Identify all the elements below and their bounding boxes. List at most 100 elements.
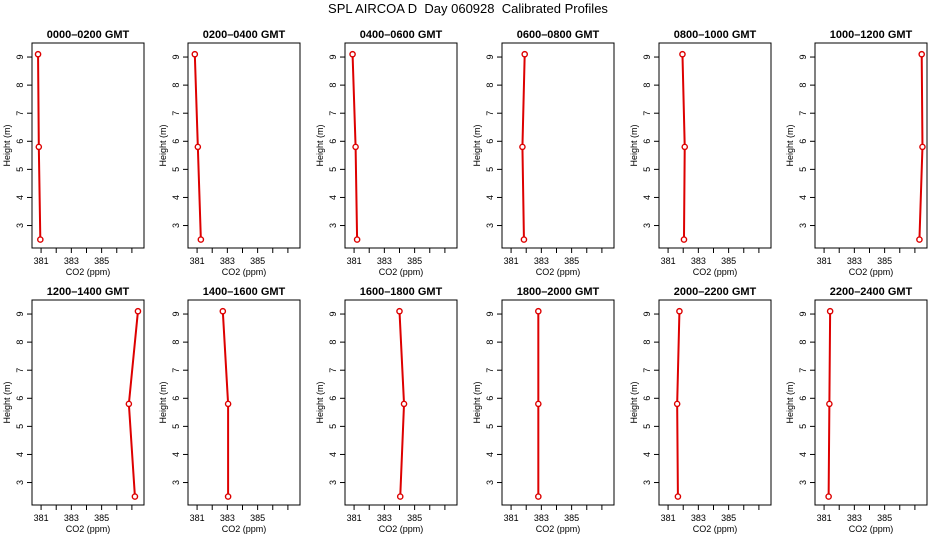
profile-panel-10: 1800–2000 GMT 381 383 385 3 4 5 6 7 8 9 CO2 (ppm) He… — [472, 286, 615, 534]
profile-panel-4: 0600–0800 GMT 381 383 385 3 4 5 6 7 8 9 CO2 (ppm) He… — [472, 29, 615, 277]
y-tick-label: 4 — [642, 452, 652, 457]
y-tick-label: 9 — [171, 312, 181, 317]
profile-panel-8: 1400–1600 GMT 381 383 385 3 4 5 6 7 8 9 CO2 (ppm) He… — [158, 286, 301, 534]
y-tick-label: 9 — [798, 55, 808, 60]
x-axis-label: CO2 (ppm) — [693, 267, 738, 277]
y-tick-label: 6 — [15, 139, 25, 144]
x-tick-label: 383 — [691, 513, 706, 523]
data-point — [519, 143, 526, 151]
profile-panel-11: 2000–2200 GMT 381 383 385 3 4 5 6 7 8 9 CO2 (ppm) He… — [629, 286, 772, 534]
y-tick-label: 8 — [485, 83, 495, 88]
y-tick-label: 3 — [15, 223, 25, 228]
profile-panel-6: 1000–1200 GMT 381 383 385 3 4 5 6 7 8 9 CO2 (ppm) He… — [785, 29, 928, 277]
x-tick-label: 385 — [250, 513, 265, 523]
y-tick-label: 7 — [328, 111, 338, 116]
y-tick-label: 3 — [642, 480, 652, 485]
y-axis-label: Height (m) — [315, 381, 325, 423]
y-tick-label: 9 — [485, 55, 495, 60]
y-tick-label: 9 — [485, 312, 495, 317]
x-tick-label: 381 — [347, 256, 362, 266]
plot-frame — [658, 42, 772, 249]
y-tick-label: 8 — [328, 340, 338, 345]
y-tick-label: 8 — [15, 340, 25, 345]
y-tick-label: 3 — [798, 223, 808, 228]
y-tick-label: 9 — [171, 55, 181, 60]
y-tick-label: 7 — [642, 111, 652, 116]
x-tick-label: 385 — [407, 513, 422, 523]
x-tick-label: 385 — [721, 256, 736, 266]
y-tick-label: 9 — [15, 55, 25, 60]
y-tick-label: 3 — [642, 223, 652, 228]
x-tick-label: 385 — [564, 513, 579, 523]
y-tick-label: 4 — [642, 195, 652, 200]
x-tick-label: 381 — [347, 513, 362, 523]
y-tick-label: 5 — [642, 167, 652, 172]
data-point — [37, 236, 44, 243]
x-tick-label: 381 — [661, 513, 676, 523]
plot-frame — [31, 42, 145, 249]
plot-frame — [814, 299, 928, 506]
data-point — [191, 50, 199, 58]
y-tick-label: 5 — [328, 167, 338, 172]
y-tick-label: 8 — [328, 83, 338, 88]
y-tick-label: 8 — [642, 340, 652, 345]
panel-title: 2000–2200 GMT — [674, 286, 757, 298]
panel-title: 0200–0400 GMT — [203, 29, 286, 41]
y-tick-label: 5 — [15, 424, 25, 429]
x-tick-label: 381 — [190, 256, 205, 266]
profile-panel-7: 1200–1400 GMT 381 383 385 3 4 5 6 7 8 9 CO2 (ppm) He… — [2, 286, 145, 534]
y-tick-label: 7 — [15, 111, 25, 116]
panel-title: 1200–1400 GMT — [47, 286, 130, 298]
data-point — [131, 493, 139, 500]
data-point — [194, 143, 202, 151]
y-axis-label: Height (m) — [2, 124, 12, 166]
y-tick-label: 5 — [171, 167, 181, 172]
x-tick-label: 381 — [34, 256, 49, 266]
plot-frame — [658, 299, 772, 506]
x-axis-label: CO2 (ppm) — [222, 267, 267, 277]
y-tick-label: 6 — [15, 396, 25, 401]
y-tick-label: 7 — [485, 368, 495, 373]
x-axis-label: CO2 (ppm) — [693, 524, 738, 534]
y-tick-label: 8 — [798, 83, 808, 88]
y-tick-label: 4 — [171, 195, 181, 200]
x-tick-label: 383 — [220, 513, 235, 523]
y-tick-label: 7 — [171, 368, 181, 373]
data-point — [680, 236, 688, 243]
y-tick-label: 6 — [485, 396, 495, 401]
x-tick-label: 385 — [721, 513, 736, 523]
profile-panel-3: 0400–0600 GMT 381 383 385 3 4 5 6 7 8 9 CO2 (ppm) He… — [315, 29, 458, 277]
plot-frame — [344, 42, 458, 249]
panel-title: 0000–0200 GMT — [47, 29, 130, 41]
x-axis-label: CO2 (ppm) — [66, 524, 111, 534]
plot-frame — [814, 42, 928, 249]
profile-panel-1: 0000–0200 GMT 381 383 385 3 4 5 6 7 8 9 CO2 (ppm) He… — [2, 29, 145, 277]
y-axis-label: Height (m) — [2, 381, 12, 423]
x-tick-label: 381 — [34, 513, 49, 523]
y-tick-label: 3 — [328, 223, 338, 228]
y-tick-label: 4 — [15, 195, 25, 200]
panel-title: 1000–1200 GMT — [830, 29, 913, 41]
x-tick-label: 385 — [407, 256, 422, 266]
y-tick-label: 3 — [485, 480, 495, 485]
y-axis-label: Height (m) — [629, 381, 639, 423]
x-axis-label: CO2 (ppm) — [536, 524, 581, 534]
profile-panel-12: 2200–2400 GMT 381 383 385 3 4 5 6 7 8 9 CO2 (ppm) He… — [785, 286, 928, 534]
y-tick-label: 5 — [328, 424, 338, 429]
x-axis-label: CO2 (ppm) — [849, 267, 894, 277]
y-tick-label: 4 — [485, 452, 495, 457]
y-tick-label: 3 — [798, 480, 808, 485]
x-tick-label: 381 — [504, 256, 519, 266]
y-tick-label: 8 — [171, 83, 181, 88]
y-tick-label: 6 — [328, 139, 338, 144]
y-tick-label: 4 — [485, 195, 495, 200]
y-tick-label: 7 — [642, 368, 652, 373]
plot-frame — [501, 299, 615, 506]
x-tick-label: 383 — [534, 256, 549, 266]
y-tick-label: 5 — [485, 424, 495, 429]
data-point — [535, 493, 542, 500]
x-axis-label: CO2 (ppm) — [849, 524, 894, 534]
data-point — [224, 400, 232, 408]
